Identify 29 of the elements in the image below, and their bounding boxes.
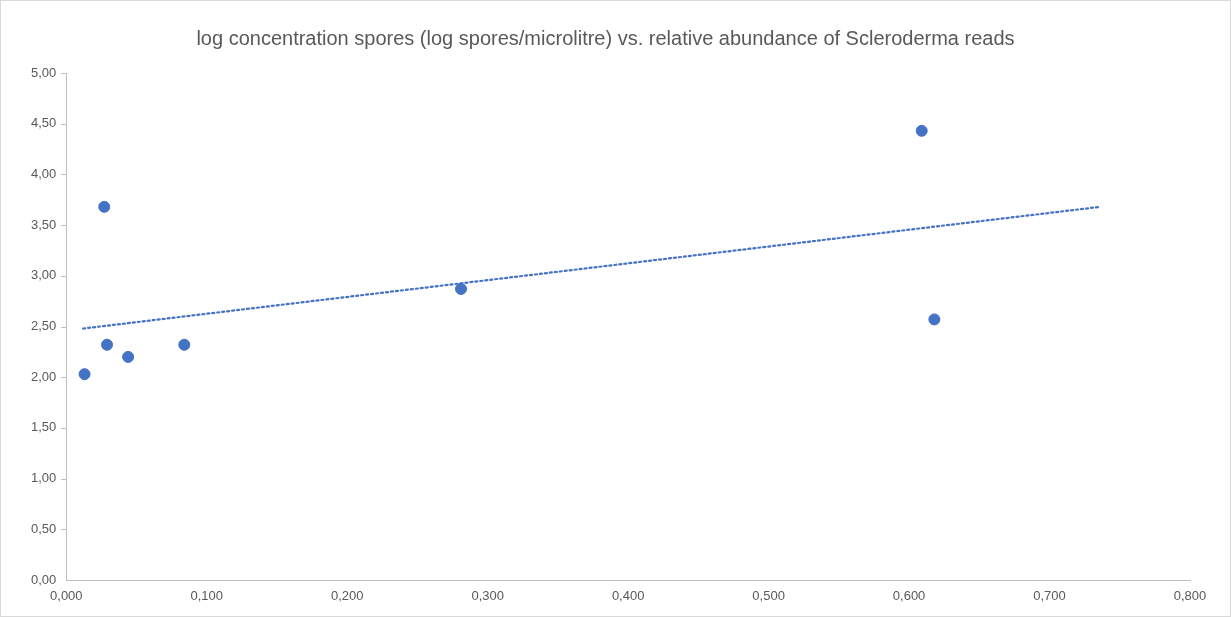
point bbox=[455, 282, 467, 295]
x-tick-label: 0,700 bbox=[1033, 588, 1066, 604]
x-tick-label: 0,100 bbox=[190, 588, 224, 604]
x-tick-label: 0,000 bbox=[50, 588, 83, 604]
y-tick-label: 4,50 bbox=[30, 115, 57, 131]
y-tick-label: 0,50 bbox=[30, 520, 57, 536]
point bbox=[101, 338, 114, 351]
y-tick-label: 1,50 bbox=[30, 419, 57, 435]
point bbox=[915, 124, 928, 137]
x-tick-label: 0,500 bbox=[752, 588, 785, 604]
y-tick-label: 2,50 bbox=[30, 318, 57, 334]
x-tick-label: 0,600 bbox=[892, 588, 926, 604]
y-tick-label: 1,00 bbox=[30, 470, 57, 486]
y-tick-label: 2,00 bbox=[30, 368, 57, 384]
y-tick-label: 3,00 bbox=[30, 267, 57, 283]
point bbox=[78, 368, 91, 381]
y-tick-label: 5,00 bbox=[30, 64, 57, 80]
x-tick-label: 0,800 bbox=[1173, 588, 1207, 604]
point bbox=[928, 313, 941, 326]
y-tick-label: 4,00 bbox=[30, 165, 57, 181]
y-tick-label: 3,50 bbox=[30, 216, 57, 232]
chart-title: log concentration spores (log spores/microlitre) vs. relative abundance of Scleroderma reads bbox=[196, 26, 1015, 49]
x-tick-label: 0,300 bbox=[471, 588, 504, 604]
y-tick-label: 0,00 bbox=[30, 571, 57, 587]
x-tick-label: 0,200 bbox=[330, 588, 364, 604]
point bbox=[98, 200, 111, 213]
point bbox=[178, 338, 191, 351]
x-tick-label: 0,400 bbox=[611, 588, 645, 604]
point bbox=[122, 350, 135, 363]
